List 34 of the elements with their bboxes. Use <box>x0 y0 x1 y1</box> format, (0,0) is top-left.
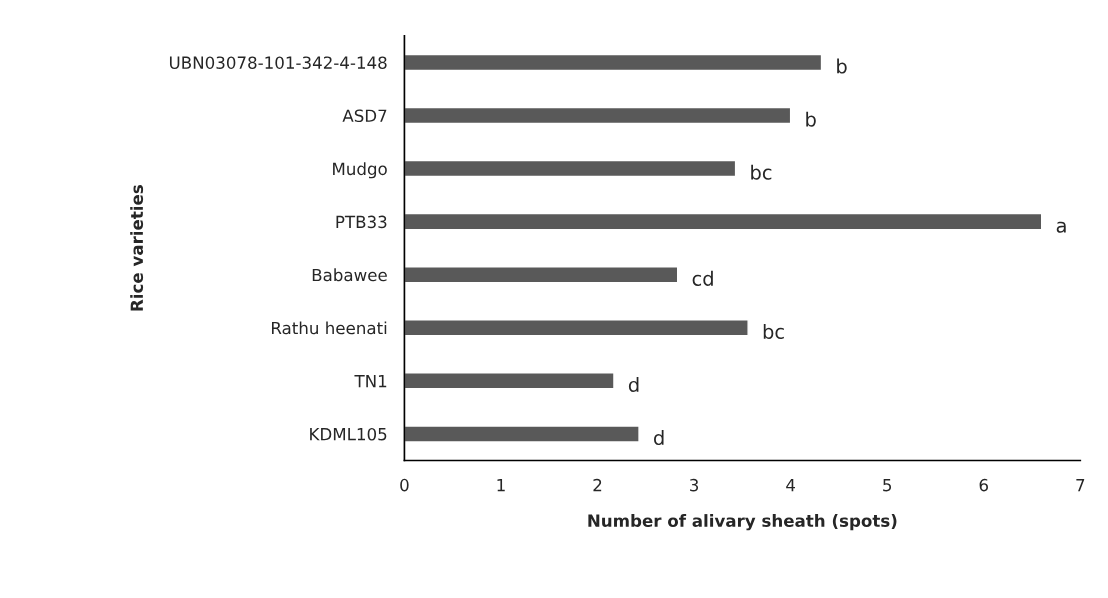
x-tick-label: 4 <box>786 479 795 492</box>
annotation: d <box>654 430 664 446</box>
annotation: cd <box>692 270 713 286</box>
bar <box>404 106 792 125</box>
y-tick-label: TN1 <box>354 375 387 388</box>
y-tick-label: KDML105 <box>310 427 387 441</box>
bar <box>404 212 1043 231</box>
x-tick-label: 5 <box>883 479 892 492</box>
annotation: bc <box>751 164 772 180</box>
y-tick-label: ASD7 <box>342 109 387 123</box>
x-tick-label: 3 <box>690 478 699 492</box>
x-tick-label: 0 <box>400 478 409 492</box>
y-tick-label: Rathu heenati <box>272 321 387 335</box>
annotation: b <box>837 58 847 74</box>
y-tick-label: PTB33 <box>336 215 387 229</box>
bar <box>404 266 679 284</box>
y-tick-label: Babawee <box>312 268 387 282</box>
x-tick-label: 6 <box>979 478 988 492</box>
bar <box>404 372 615 390</box>
annotation: a <box>1056 221 1066 233</box>
y-tick-label: UBN03078-101-342-4-148 <box>169 56 387 69</box>
annotation: d <box>628 377 639 393</box>
y-axis-title: Rice varieties <box>130 185 144 311</box>
annotation: bc <box>763 323 784 339</box>
bar <box>404 159 737 178</box>
x-axis-title: Number of alivary sheath (spots) <box>588 514 897 531</box>
bar <box>404 53 823 72</box>
annotation: b <box>806 111 816 127</box>
x-tick-label: 2 <box>593 478 602 492</box>
y-tick-label: Mudgo <box>333 162 387 179</box>
bar <box>404 425 640 443</box>
x-tick-label: 7 <box>1076 479 1085 492</box>
bar <box>404 319 749 337</box>
x-tick-label: 1 <box>497 479 505 492</box>
